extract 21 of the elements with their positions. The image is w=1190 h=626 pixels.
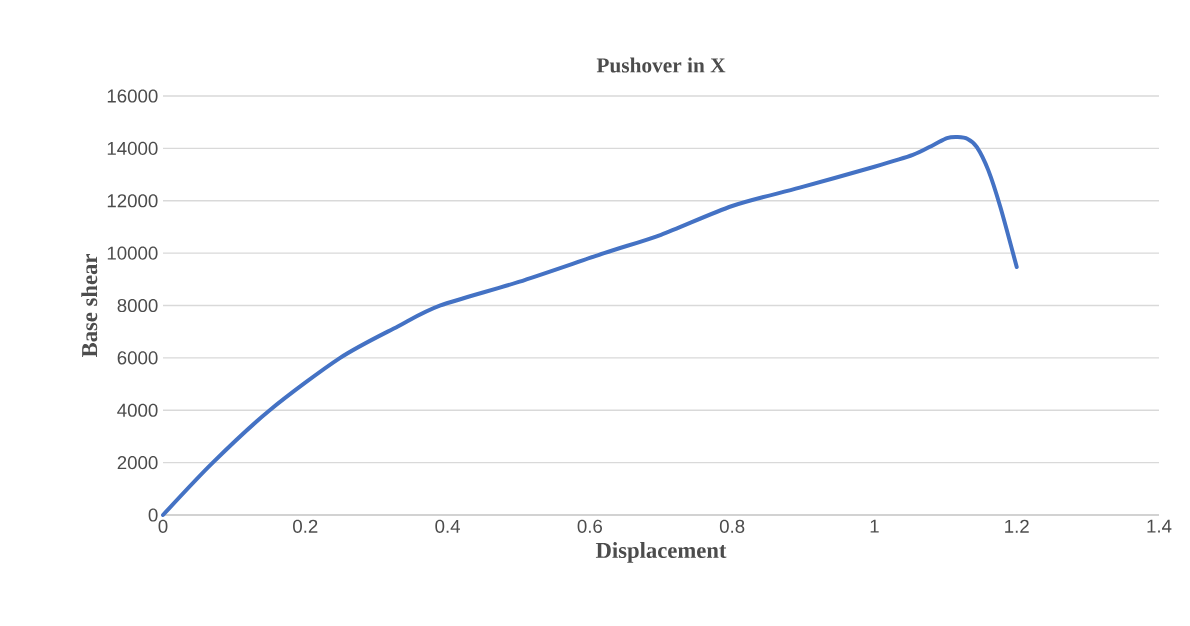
y-tick-label: 14000: [107, 141, 158, 155]
x-tick-label: 1.2: [1005, 519, 1029, 533]
y-tick-label: 12000: [107, 194, 158, 208]
x-tick-label: 0.4: [435, 519, 460, 533]
x-tick-label: 0: [158, 519, 168, 533]
line-series: [161, 135, 1019, 517]
x-tick-label: 1.4: [1147, 519, 1172, 533]
x-tick-label: 0.8: [719, 519, 745, 533]
y-tick-label: 8000: [117, 298, 158, 313]
y-tick-label: 10000: [107, 246, 158, 260]
chart-title: Pushover in X: [596, 57, 726, 73]
y-tick-label: 2000: [117, 456, 158, 470]
x-tick-label: 0.6: [577, 519, 603, 533]
y-tick-label: 16000: [107, 89, 158, 103]
y-tick-label: 0: [148, 508, 158, 522]
y-tick-label: 6000: [117, 351, 158, 365]
y-tick-label: 4000: [117, 403, 158, 417]
x-tick-label: 0.2: [293, 519, 318, 533]
y-axis-title: Base shear: [81, 254, 98, 358]
x-tick-label: 1: [870, 519, 879, 533]
x-axis-title: Displacement: [595, 542, 727, 563]
